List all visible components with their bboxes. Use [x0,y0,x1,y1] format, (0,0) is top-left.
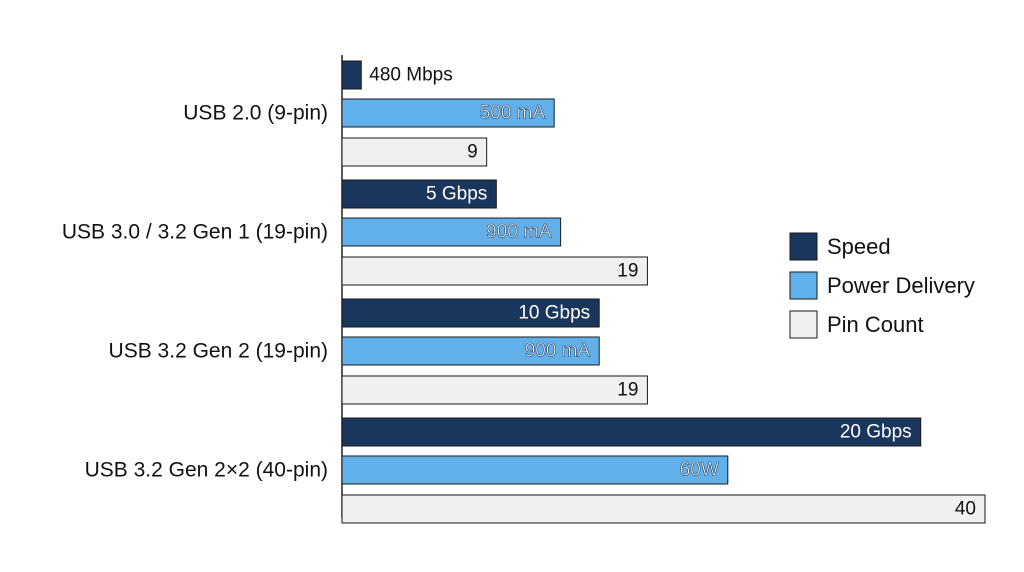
category-labels: USB 2.0 (9-pin) USB 3.0 / 3.2 Gen 1 (19-p… [62,102,328,482]
bar-label-pin-count-4: 40 [955,499,976,520]
bar-label-speed-2: 5 Gbps [426,184,487,205]
bars-layer: 480 Mbps 500 mA9 5 Gbps 900 mA 19 10 Gbps 900 … [341,60,986,524]
bar-pin-count-4 [341,494,986,524]
legend: Speed Power Delivery Pin Count [789,232,975,339]
bar-power-delivery-1 [341,98,555,128]
category-label-3: USB 3.2 Gen 2 (19-pin) [109,340,328,363]
bar-label-power-delivery-1: 500 mA [480,103,546,124]
bar-label-speed-4: 20 Gbps [840,422,912,443]
bar-speed-4 [341,417,922,447]
legend-label-power-delivery: Power Delivery [827,273,975,298]
legend-label-speed: Speed [827,234,891,259]
legend-label-pin-count: Pin Count [827,312,924,337]
legend-swatch-power-delivery [789,271,818,300]
bar-label-speed-3: 10 Gbps [518,303,590,324]
bar-speed-1 [341,60,362,90]
bar-pin-count-1 [341,137,488,167]
bar-power-delivery-2 [341,217,562,247]
bar-label-pin-count-1: 9 [467,142,478,163]
bar-power-delivery-3 [341,336,600,366]
bar-pin-count-2 [341,256,648,286]
bar-label-power-delivery-3: 900 mA [525,341,591,362]
category-label-4: USB 3.2 Gen 2×2 (40-pin) [85,459,328,482]
bar-label-power-delivery-2: 900 mA [486,222,552,243]
category-label-2: USB 3.0 / 3.2 Gen 1 (19-pin) [62,221,328,244]
bar-power-delivery-4 [341,455,729,485]
bar-label-pin-count-2: 19 [617,261,638,282]
category-label-1: USB 2.0 (9-pin) [183,102,328,125]
bar-label-power-delivery-4: 60W [680,460,719,481]
bar-pin-count-3 [341,375,648,405]
bar-label-pin-count-3: 19 [617,380,638,401]
legend-swatch-pin-count [789,310,818,339]
bar-speed-2 [341,179,497,209]
legend-swatch-speed [789,232,818,261]
bar-speed-3 [341,298,600,328]
bar-label-speed-1: 480 Mbps [369,65,452,86]
